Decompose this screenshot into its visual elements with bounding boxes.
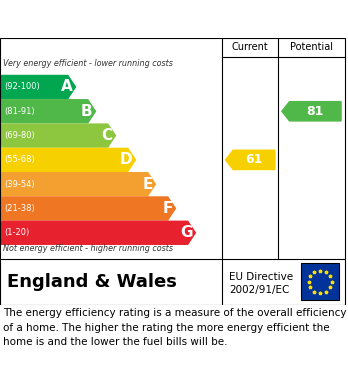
Text: 81: 81 bbox=[307, 105, 324, 118]
Polygon shape bbox=[282, 102, 341, 121]
Text: (69-80): (69-80) bbox=[4, 131, 35, 140]
Polygon shape bbox=[0, 75, 76, 99]
Text: D: D bbox=[120, 152, 133, 167]
Text: (92-100): (92-100) bbox=[4, 83, 40, 91]
Text: The energy efficiency rating is a measure of the overall efficiency of a home. T: The energy efficiency rating is a measur… bbox=[3, 308, 347, 347]
Text: (39-54): (39-54) bbox=[4, 180, 35, 189]
Text: EU Directive: EU Directive bbox=[229, 272, 293, 282]
Text: Not energy efficient - higher running costs: Not energy efficient - higher running co… bbox=[3, 244, 174, 253]
Polygon shape bbox=[0, 124, 116, 147]
Text: F: F bbox=[162, 201, 173, 216]
Text: (55-68): (55-68) bbox=[4, 155, 35, 164]
Bar bbox=[301, 264, 339, 300]
Polygon shape bbox=[0, 148, 135, 171]
Text: (81-91): (81-91) bbox=[4, 107, 35, 116]
Polygon shape bbox=[0, 173, 156, 196]
Text: A: A bbox=[61, 79, 73, 95]
Text: G: G bbox=[180, 225, 192, 240]
Polygon shape bbox=[0, 197, 175, 220]
Polygon shape bbox=[226, 150, 275, 170]
Text: Very energy efficient - lower running costs: Very energy efficient - lower running co… bbox=[3, 59, 173, 68]
Polygon shape bbox=[0, 221, 195, 244]
Text: E: E bbox=[142, 177, 153, 192]
Text: England & Wales: England & Wales bbox=[7, 273, 177, 291]
Text: Energy Efficiency Rating: Energy Efficiency Rating bbox=[7, 11, 228, 27]
Text: B: B bbox=[81, 104, 93, 119]
Text: (21-38): (21-38) bbox=[4, 204, 35, 213]
Polygon shape bbox=[0, 100, 95, 123]
Text: 61: 61 bbox=[245, 153, 263, 167]
Text: Potential: Potential bbox=[290, 42, 333, 52]
Text: C: C bbox=[102, 128, 113, 143]
Text: 2002/91/EC: 2002/91/EC bbox=[229, 285, 289, 295]
Text: Current: Current bbox=[232, 42, 269, 52]
Text: (1-20): (1-20) bbox=[4, 228, 30, 237]
